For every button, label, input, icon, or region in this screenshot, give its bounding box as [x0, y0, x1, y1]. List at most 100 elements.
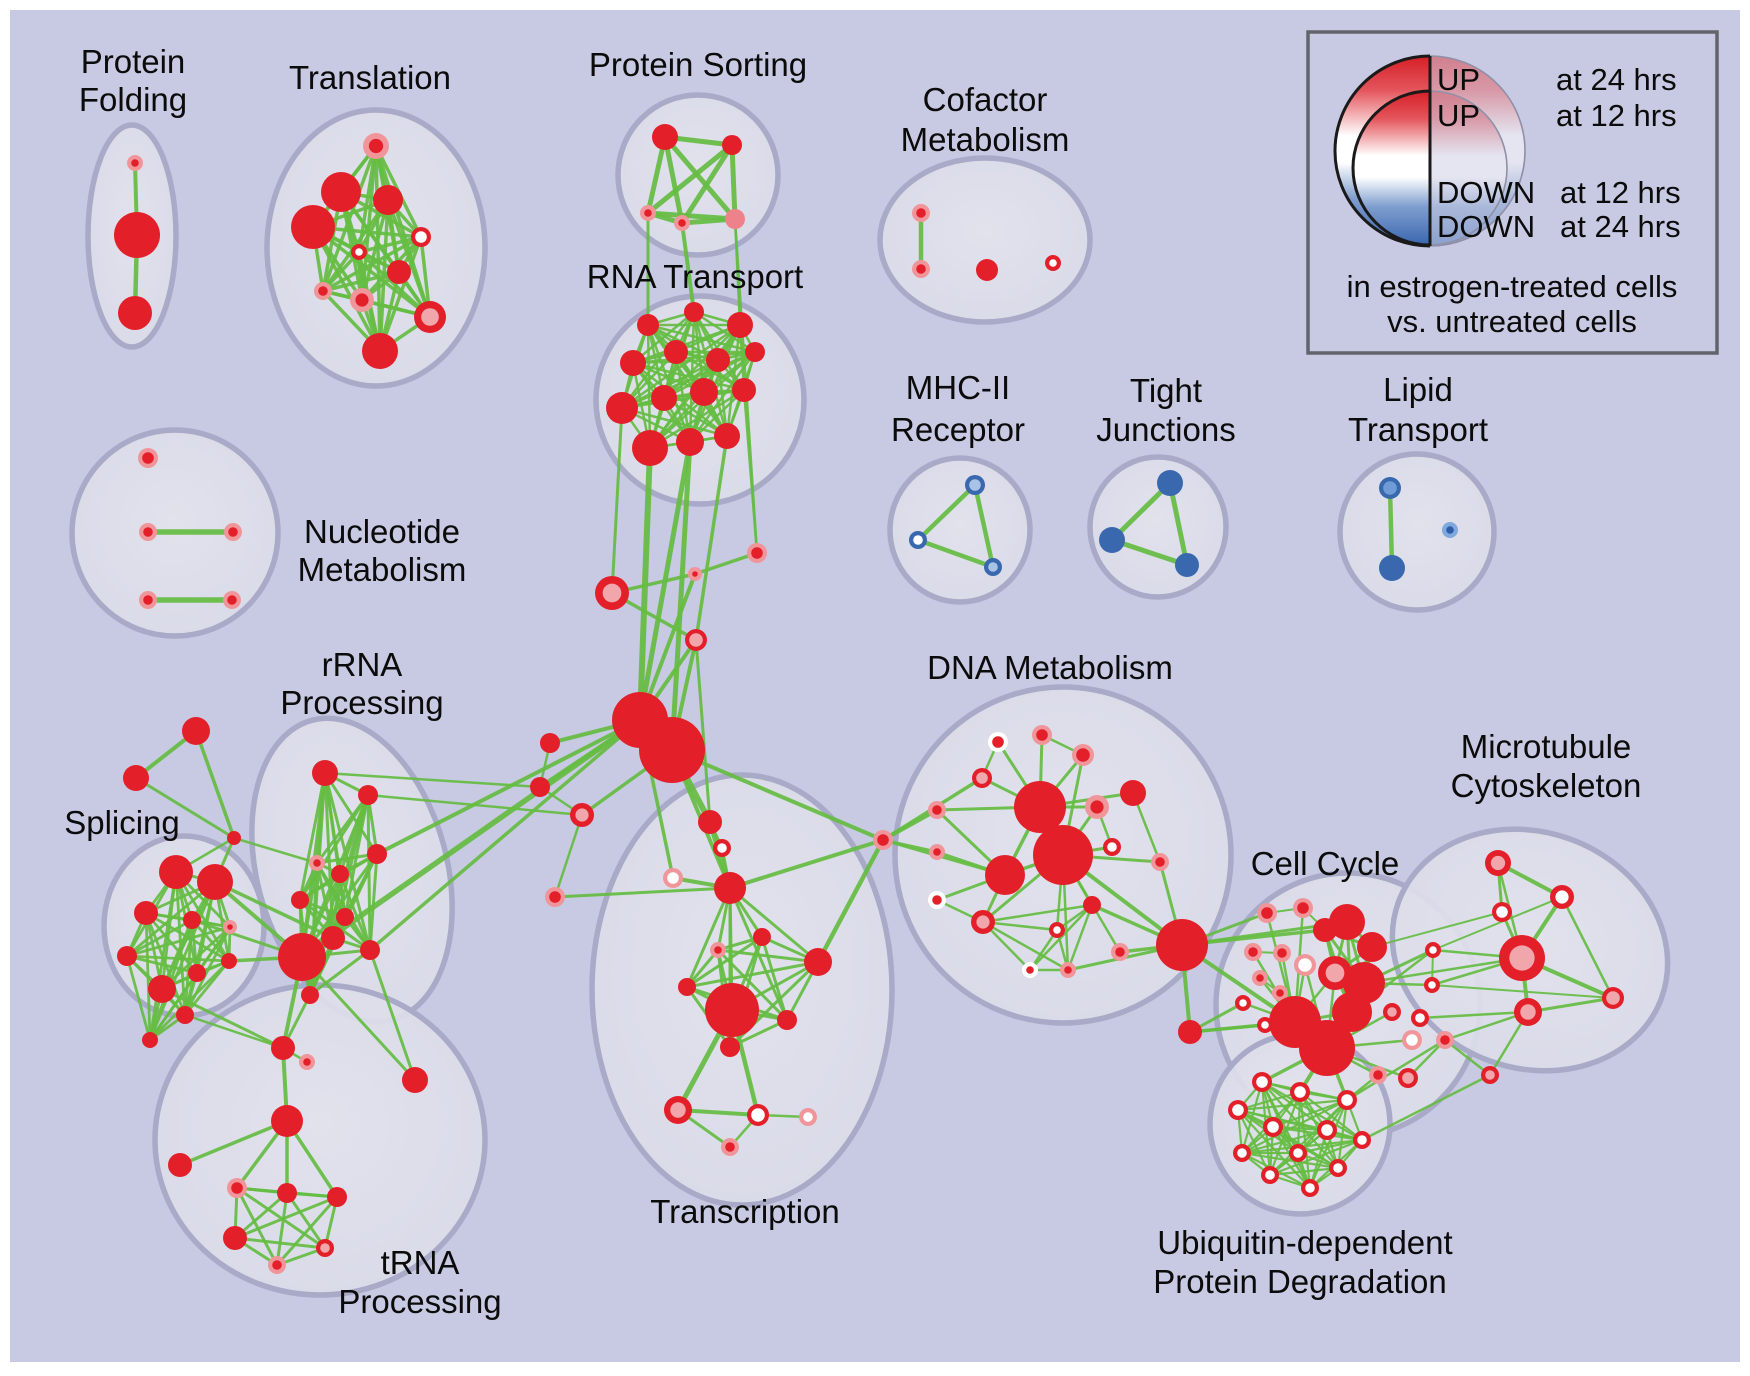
node-rt12 — [632, 430, 668, 466]
edge-mt8-mt10 — [1443, 1010, 1530, 1042]
node-rr1 — [312, 760, 338, 786]
cluster-mhc-ii-receptor — [887, 455, 1033, 605]
edge-tb2-tb5 — [285, 1191, 327, 1250]
node-nu5 — [223, 591, 241, 609]
edge-d16-d19 — [1066, 903, 1094, 972]
edge-rt11-x3 — [742, 388, 759, 555]
edge-rr2-b2 — [366, 793, 584, 817]
node-tn2 — [713, 839, 731, 857]
node-d17 — [1049, 922, 1065, 938]
node-rt5 — [664, 340, 688, 364]
legend-down-24-dir: DOWN — [1437, 209, 1535, 244]
edge-tb2-tb6 — [275, 1191, 289, 1267]
node-cc14 — [1257, 1017, 1273, 1033]
node-cc19 — [1402, 1030, 1422, 1050]
edge-tn5-tn10 — [716, 948, 789, 1022]
cluster-label-cofactor-metabolism-0: Cofactor — [923, 81, 1048, 118]
node-d12 — [1103, 838, 1121, 856]
node-cf1 — [912, 204, 930, 222]
node-rr4 — [331, 865, 349, 883]
node-rr3 — [309, 855, 325, 871]
node-cc5 — [1357, 932, 1387, 962]
edge-u3-u8 — [1240, 1098, 1349, 1155]
edge-sl8-sl11 — [148, 971, 199, 1042]
edge-sl5-sl6 — [125, 925, 232, 958]
node-rr2 — [358, 785, 378, 805]
edge-cc5-mt3 — [1371, 911, 1503, 948]
node-cc13 — [1235, 995, 1251, 1011]
node-cc7 — [1273, 944, 1291, 962]
cluster-label-splicing-0: Splicing — [64, 804, 180, 841]
node-sl9 — [221, 953, 237, 969]
edge-u10-u11 — [1268, 1166, 1340, 1177]
edge-sl2-rr8 — [213, 880, 335, 940]
edge-hub2-dnaC — [670, 748, 885, 842]
node-lp1 — [1379, 477, 1401, 499]
node-tl7 — [387, 260, 411, 284]
node-tn7 — [804, 948, 832, 976]
node-d19 — [1060, 962, 1076, 978]
node-rt7 — [745, 342, 765, 362]
node-tl11 — [362, 333, 398, 369]
node-tn8 — [678, 978, 696, 996]
node-tri — [168, 1153, 192, 1177]
edge-st2-sc — [134, 776, 236, 840]
edge-u6-u12 — [1308, 1128, 1329, 1190]
edge-rt13-hub2 — [669, 439, 693, 753]
node-x4 — [685, 629, 707, 651]
node-rr9 — [360, 940, 380, 960]
node-cc12 — [1272, 985, 1288, 1001]
edge-u2-u4 — [1236, 1090, 1302, 1112]
cluster-label-tight-junctions-1: Junctions — [1096, 411, 1235, 448]
cluster-label-translation-0: Translation — [289, 59, 451, 96]
node-tl8 — [314, 282, 332, 300]
node-rt9 — [651, 385, 677, 411]
edge-tn7-tn8 — [685, 960, 820, 989]
cluster-cofactor-metabolism — [877, 155, 1093, 325]
edge-rr4-rr9 — [338, 872, 372, 952]
node-cc1 — [1257, 903, 1277, 923]
edge-tj2-tj3 — [1109, 537, 1190, 568]
node-tb3 — [327, 1187, 347, 1207]
edge-rt8-x1 — [610, 406, 624, 595]
edge-mt5-mt2 — [1432, 896, 1563, 951]
edge-st1-sc — [194, 729, 236, 840]
legend: UP at 24 hrs UP at 12 hrs DOWN at 12 hrs… — [1306, 30, 1719, 355]
node-cc17 — [1332, 992, 1372, 1032]
edge-sl2-sl11 — [148, 880, 217, 1042]
edge-sc-rr3 — [232, 836, 319, 865]
edge-sl9-sl11 — [148, 959, 231, 1042]
edge-sl7-ta1 — [160, 987, 285, 1050]
node-u2 — [1290, 1082, 1310, 1102]
node-tn12 — [664, 1096, 692, 1124]
node-sl8 — [188, 964, 206, 982]
edge-ps2-ps3 — [645, 142, 735, 216]
node-d15 — [971, 910, 995, 934]
node-mt1 — [1485, 850, 1511, 876]
node-mh1 — [965, 475, 985, 495]
node-u10 — [1329, 1159, 1347, 1177]
edge-d15-d17 — [981, 920, 1059, 932]
node-cc16 — [1299, 1020, 1355, 1076]
edge-sl6-sl11 — [125, 954, 152, 1042]
node-mt5 — [1425, 942, 1441, 958]
node-mt8 — [1514, 998, 1542, 1026]
edge-mh1-mh3 — [972, 482, 996, 570]
node-u5 — [1263, 1117, 1283, 1137]
cluster-label-microtubule-cytoskeleton-1: Cytoskeleton — [1451, 767, 1642, 804]
node-u3 — [1337, 1090, 1357, 1110]
edge-tbr-rr9 — [368, 948, 417, 1082]
edge-x4-tn1 — [694, 638, 712, 824]
edge-mt7-mt8 — [1418, 1010, 1530, 1020]
node-rt13 — [676, 428, 704, 456]
node-d18 — [1022, 962, 1038, 978]
cluster-label-cell-cycle-0: Cell Cycle — [1251, 845, 1400, 882]
node-d9 — [985, 855, 1025, 895]
node-tl10 — [414, 301, 446, 333]
node-tn13 — [747, 1104, 769, 1126]
node-tn9 — [705, 983, 759, 1037]
node-rh — [278, 933, 326, 981]
node-d13 — [1151, 853, 1169, 871]
